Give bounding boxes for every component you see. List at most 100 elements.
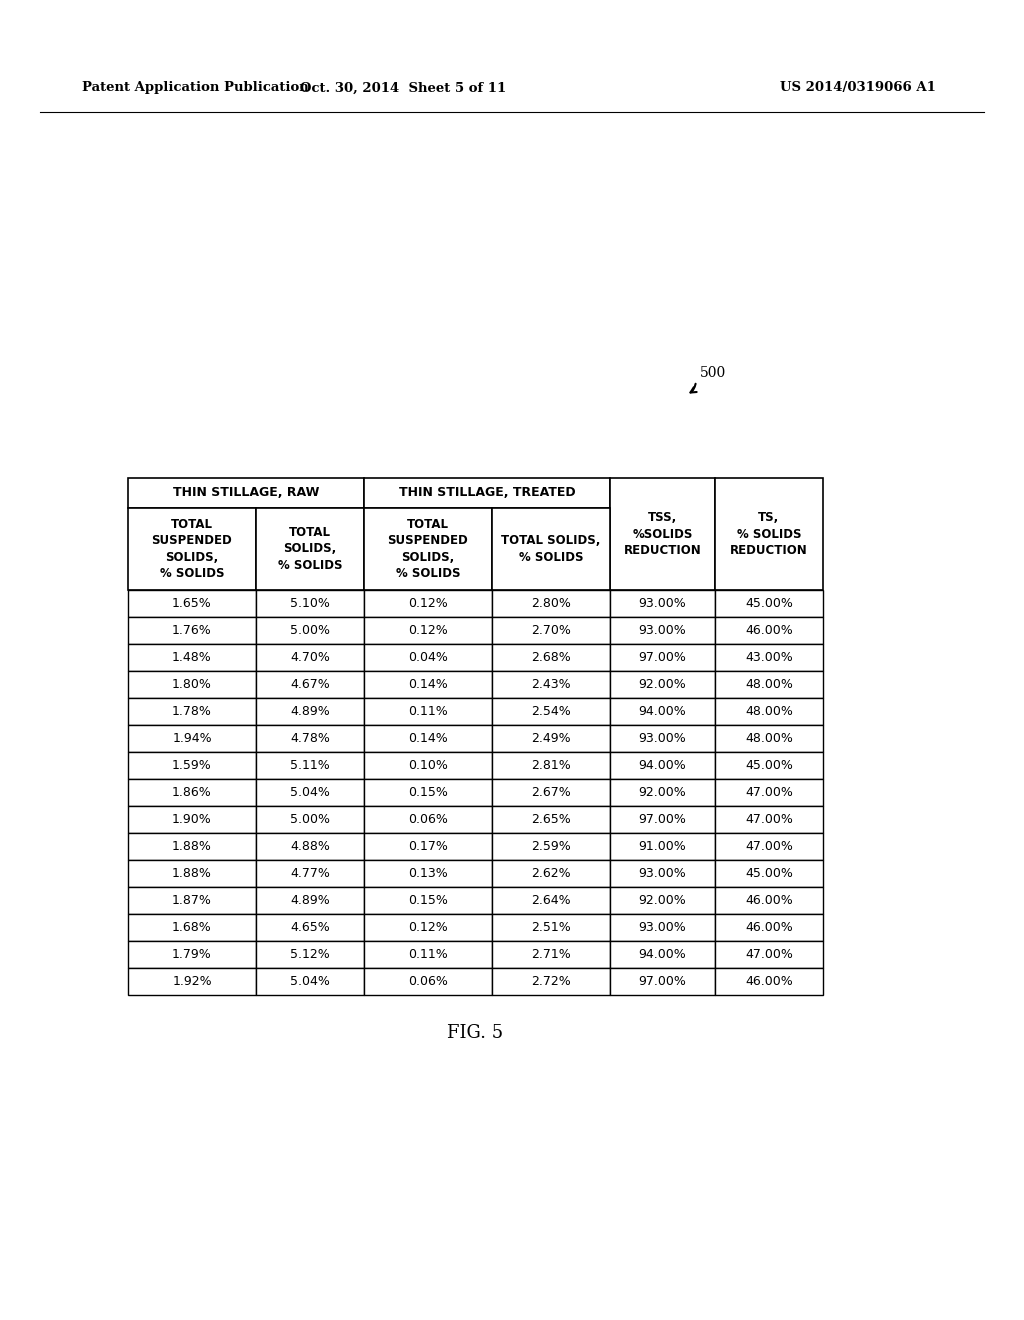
Bar <box>256 941 364 968</box>
Bar <box>256 887 364 913</box>
Bar <box>715 616 823 644</box>
Bar <box>364 779 492 807</box>
Bar <box>715 752 823 779</box>
Text: TOTAL SOLIDS,
% SOLIDS: TOTAL SOLIDS, % SOLIDS <box>502 535 601 564</box>
Text: 4.65%: 4.65% <box>290 921 330 935</box>
Bar <box>715 807 823 833</box>
Bar <box>715 887 823 913</box>
Bar <box>715 833 823 861</box>
Text: 0.15%: 0.15% <box>408 785 447 799</box>
Bar <box>610 833 715 861</box>
Bar <box>492 590 610 616</box>
Bar <box>128 644 256 671</box>
Bar <box>715 861 823 887</box>
Text: 0.06%: 0.06% <box>408 975 447 987</box>
Bar <box>364 913 492 941</box>
Text: 1.90%: 1.90% <box>172 813 212 826</box>
Bar <box>256 807 364 833</box>
Bar <box>256 833 364 861</box>
Bar <box>492 968 610 995</box>
Text: 92.00%: 92.00% <box>639 785 686 799</box>
Bar <box>364 671 492 698</box>
Text: TSS,
%SOLIDS
REDUCTION: TSS, %SOLIDS REDUCTION <box>624 511 701 557</box>
Bar <box>492 779 610 807</box>
Text: 2.54%: 2.54% <box>531 705 570 718</box>
Bar <box>128 698 256 725</box>
Bar <box>492 887 610 913</box>
Bar <box>610 478 715 590</box>
Bar <box>610 671 715 698</box>
Text: 48.00%: 48.00% <box>745 678 793 690</box>
Bar <box>715 913 823 941</box>
Bar <box>128 833 256 861</box>
Bar <box>492 807 610 833</box>
Bar <box>256 671 364 698</box>
Bar <box>364 807 492 833</box>
Bar <box>128 913 256 941</box>
Text: 45.00%: 45.00% <box>745 759 793 772</box>
Text: TOTAL
SUSPENDED
SOLIDS,
% SOLIDS: TOTAL SUSPENDED SOLIDS, % SOLIDS <box>388 517 468 581</box>
Text: TOTAL
SOLIDS,
% SOLIDS: TOTAL SOLIDS, % SOLIDS <box>278 525 342 572</box>
Bar <box>610 968 715 995</box>
Text: 1.80%: 1.80% <box>172 678 212 690</box>
Bar <box>492 833 610 861</box>
Bar <box>364 478 610 508</box>
Text: Patent Application Publication: Patent Application Publication <box>82 82 309 95</box>
Text: 2.62%: 2.62% <box>531 867 570 880</box>
Text: 97.00%: 97.00% <box>639 651 686 664</box>
Text: 2.64%: 2.64% <box>531 894 570 907</box>
Text: 91.00%: 91.00% <box>639 840 686 853</box>
Text: 2.71%: 2.71% <box>531 948 570 961</box>
Bar <box>256 725 364 752</box>
Bar <box>492 913 610 941</box>
Text: 47.00%: 47.00% <box>745 840 793 853</box>
Text: TS,
% SOLIDS
REDUCTION: TS, % SOLIDS REDUCTION <box>730 511 808 557</box>
Bar <box>492 698 610 725</box>
Text: 1.65%: 1.65% <box>172 597 212 610</box>
Bar <box>492 671 610 698</box>
Bar <box>128 887 256 913</box>
Bar <box>492 508 610 590</box>
Text: 47.00%: 47.00% <box>745 813 793 826</box>
Bar <box>715 671 823 698</box>
Text: 93.00%: 93.00% <box>639 921 686 935</box>
Text: 45.00%: 45.00% <box>745 597 793 610</box>
Text: 1.94%: 1.94% <box>172 733 212 744</box>
Bar <box>364 941 492 968</box>
Bar <box>492 861 610 887</box>
Bar <box>715 968 823 995</box>
Bar <box>610 590 715 616</box>
Text: 94.00%: 94.00% <box>639 759 686 772</box>
Bar <box>610 941 715 968</box>
Text: 92.00%: 92.00% <box>639 678 686 690</box>
Bar <box>128 478 364 508</box>
Text: THIN STILLAGE, TREATED: THIN STILLAGE, TREATED <box>398 487 575 499</box>
Text: 5.11%: 5.11% <box>290 759 330 772</box>
Bar <box>256 913 364 941</box>
Text: 47.00%: 47.00% <box>745 785 793 799</box>
Bar <box>128 752 256 779</box>
Text: 4.78%: 4.78% <box>290 733 330 744</box>
Bar <box>364 644 492 671</box>
Text: 0.12%: 0.12% <box>409 624 447 638</box>
Bar <box>492 616 610 644</box>
Text: 2.68%: 2.68% <box>531 651 570 664</box>
Text: 0.11%: 0.11% <box>409 948 447 961</box>
Text: 0.11%: 0.11% <box>409 705 447 718</box>
Bar <box>128 671 256 698</box>
Text: 2.67%: 2.67% <box>531 785 570 799</box>
Text: 1.87%: 1.87% <box>172 894 212 907</box>
Text: US 2014/0319066 A1: US 2014/0319066 A1 <box>780 82 936 95</box>
Bar <box>364 590 492 616</box>
Text: 2.81%: 2.81% <box>531 759 570 772</box>
Bar <box>715 779 823 807</box>
Bar <box>492 644 610 671</box>
Text: 92.00%: 92.00% <box>639 894 686 907</box>
Text: 0.15%: 0.15% <box>408 894 447 907</box>
Bar <box>610 913 715 941</box>
Bar <box>256 779 364 807</box>
Text: 1.92%: 1.92% <box>172 975 212 987</box>
Text: 0.14%: 0.14% <box>409 733 447 744</box>
Bar <box>715 590 823 616</box>
Text: 4.89%: 4.89% <box>290 705 330 718</box>
